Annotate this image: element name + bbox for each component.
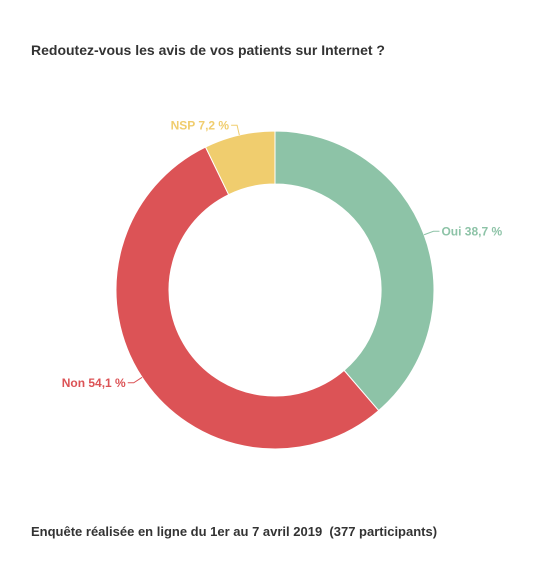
slice-oui (274, 130, 435, 412)
slice-non (115, 146, 380, 450)
chart-title: Redoutez-vous les avis de vos patients s… (31, 42, 385, 58)
donut-slices (115, 130, 435, 450)
slice-nsp (204, 130, 276, 196)
leader-oui (423, 230, 440, 236)
leader-nsp (231, 124, 240, 136)
label-nsp: NSP 7,2 % (171, 118, 230, 132)
label-oui: Oui 38,7 % (441, 224, 502, 238)
survey-footnote: Enquête réalisée en ligne du 1er au 7 av… (31, 524, 438, 539)
slice-labels: Oui 38,7 % Non 54,1 % NSP 7,2 % (62, 118, 503, 389)
leader-non (127, 376, 143, 384)
label-leader-lines (127, 124, 440, 384)
label-non: Non 54,1 % (62, 376, 126, 390)
